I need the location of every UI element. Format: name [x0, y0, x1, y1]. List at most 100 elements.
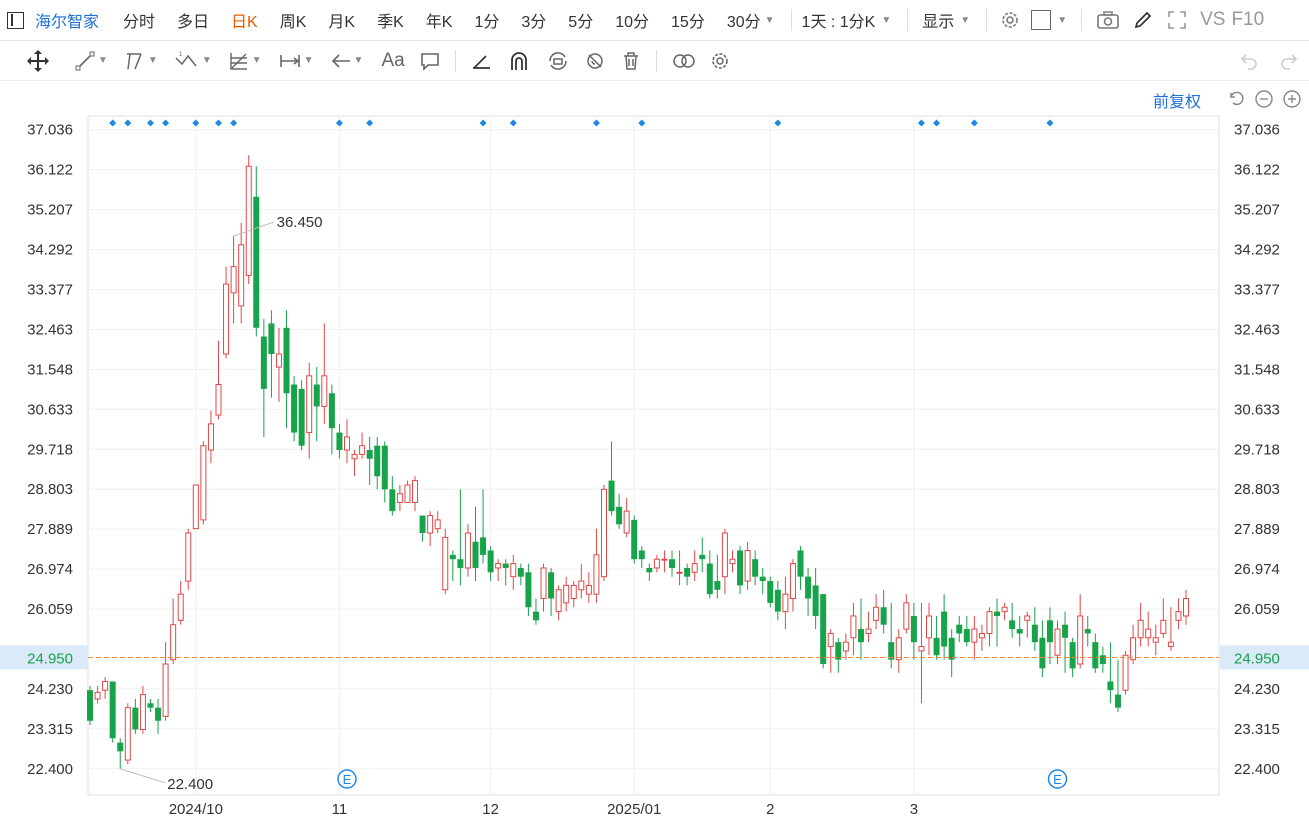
candle-body-down — [532, 611, 539, 621]
candle-body-up — [744, 549, 751, 582]
candle-body-up — [1145, 628, 1152, 639]
period-tab[interactable]: 10分 — [615, 14, 650, 31]
settings-gear-icon[interactable] — [999, 9, 1021, 31]
period-tab[interactable]: 3分 — [521, 14, 547, 31]
y-tick-label-left: 30.633 — [27, 401, 73, 418]
earnings-e-letter: E — [1053, 772, 1062, 787]
y-tick-label-left: 34.292 — [27, 242, 73, 259]
candle-body-down — [155, 707, 162, 721]
period-tab[interactable]: 15分 — [671, 14, 705, 31]
chevron-down-icon[interactable]: ▼ — [881, 14, 892, 26]
stock-name[interactable]: 海尔智家 — [35, 14, 100, 31]
magnet-icon[interactable] — [508, 41, 530, 81]
candle-body-down — [449, 554, 456, 560]
panel-toggle-icon[interactable] — [7, 11, 24, 29]
wave-tool-icon[interactable]: 1 ▼ — [174, 41, 212, 81]
period-tab[interactable]: 多日 — [177, 14, 210, 31]
y-tick-label-right: 24.230 — [1234, 681, 1280, 698]
candle-body-up — [540, 567, 547, 600]
event-marker-diamond — [146, 119, 154, 127]
candle-body-up — [192, 484, 199, 530]
comment-icon[interactable] — [419, 41, 441, 81]
zoom-in-icon[interactable] — [1282, 89, 1302, 109]
undo-icon[interactable] — [1238, 41, 1260, 81]
event-marker-diamond — [917, 119, 925, 127]
candle-body-up — [986, 611, 993, 634]
reset-icon[interactable] — [1226, 89, 1246, 109]
event-marker-diamond — [970, 119, 978, 127]
candle-body-down — [699, 554, 706, 560]
candle-body-up — [442, 536, 449, 591]
vs-button[interactable]: VS — [1200, 9, 1226, 30]
y-tick-label-left: 29.718 — [27, 441, 73, 458]
draw-settings-gear-icon[interactable] — [709, 41, 731, 81]
period-tab[interactable]: 年K — [425, 14, 453, 31]
arrow-tool-icon[interactable]: ▼ — [330, 41, 363, 81]
candle-body-up — [865, 628, 872, 634]
candle-body-up — [495, 563, 502, 569]
period-tab[interactable]: 分时 — [123, 14, 156, 31]
candle-body-down — [646, 567, 653, 573]
angle-tool-icon[interactable] — [470, 41, 492, 81]
period-tab[interactable]: 30分 — [726, 14, 761, 31]
period-tab[interactable]: 季K — [377, 14, 404, 31]
x-tick-label: 2 — [766, 801, 774, 818]
y-tick-label-right: 33.377 — [1234, 281, 1280, 298]
zoom-out-icon[interactable] — [1254, 89, 1274, 109]
adjust-mode-button[interactable]: 前复权 — [1153, 94, 1202, 111]
candle-body-down — [812, 585, 819, 616]
pencil-icon[interactable] — [1132, 9, 1154, 31]
candle-body-up — [978, 632, 985, 639]
candle-body-down — [880, 607, 887, 625]
candle-body-up — [215, 384, 222, 416]
range-tool-icon[interactable]: ▼ — [278, 41, 314, 81]
candle-body-up — [555, 589, 562, 613]
candle-body-up — [306, 375, 313, 434]
camera-icon[interactable] — [1096, 10, 1120, 30]
max-leader-line — [233, 221, 274, 237]
period-tab[interactable]: 周K — [279, 14, 307, 31]
candlestick-chart[interactable]: 37.036 37.036 36.122 36.122 35.207 35.207 34.2… — [0, 82, 1309, 831]
period-tab[interactable]: 日K — [231, 14, 258, 31]
compare-circles-icon[interactable] — [671, 41, 697, 81]
x-tick-label: 2025/01 — [607, 801, 661, 818]
color-square-icon[interactable] — [1031, 10, 1052, 30]
candle-body-up — [789, 563, 796, 600]
chevron-down-icon[interactable]: ▼ — [764, 14, 775, 26]
interval-select[interactable]: 1天 : 1分K — [801, 14, 876, 31]
candle-body-down — [706, 563, 713, 595]
line-tool-icon[interactable]: ▼ — [74, 41, 108, 81]
divider — [454, 49, 456, 72]
hide-drawing-icon[interactable] — [584, 41, 606, 81]
event-marker-diamond — [335, 119, 343, 127]
divider — [1081, 9, 1083, 31]
chevron-down-icon[interactable]: ▼ — [960, 14, 971, 26]
redo-icon[interactable] — [1278, 41, 1300, 81]
f10-button[interactable]: F10 — [1231, 9, 1265, 30]
candle-body-up — [170, 624, 177, 661]
fib-tool-icon[interactable]: ▼ — [228, 41, 262, 81]
earnings-e-marker — [337, 769, 357, 789]
lock-drawing-icon[interactable] — [546, 41, 570, 81]
period-tab[interactable]: 月K — [328, 14, 356, 31]
event-marker-diamond — [214, 119, 222, 127]
candle-body-down — [457, 559, 464, 568]
period-tab[interactable]: 1分 — [474, 14, 500, 31]
text-tool-button[interactable]: Aa — [381, 49, 405, 71]
move-crosshair-icon[interactable] — [26, 41, 50, 81]
candle-body-down — [1069, 642, 1076, 669]
channel-tool-icon[interactable]: ▼ — [124, 41, 158, 81]
candle-body-down — [714, 581, 721, 590]
chevron-down-icon[interactable]: ▼ — [1057, 14, 1068, 26]
candle-body-down — [752, 559, 759, 577]
fullscreen-icon[interactable] — [1166, 9, 1188, 31]
candle-body-up — [185, 532, 192, 582]
candle-body-down — [994, 611, 1001, 616]
period-tab[interactable]: 5分 — [568, 14, 594, 31]
display-menu[interactable]: 显示 — [922, 14, 955, 31]
event-marker-diamond — [192, 119, 200, 127]
trash-icon[interactable] — [620, 41, 642, 81]
candle-body-up — [102, 680, 109, 691]
candle-body-up — [1122, 654, 1129, 691]
candle-body-up — [918, 646, 925, 652]
